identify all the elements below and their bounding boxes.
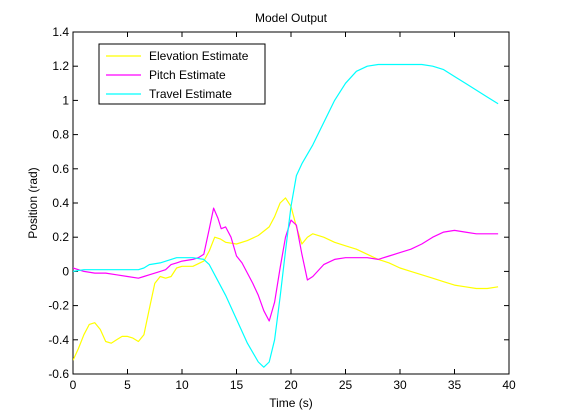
x-tick-label: 20 <box>284 378 298 392</box>
legend-label: Travel Estimate <box>149 87 232 101</box>
y-tick-label: -0.4 <box>48 333 69 347</box>
x-axis-label: Time (s) <box>269 396 313 410</box>
x-tick-label: 15 <box>230 378 244 392</box>
x-tick-label: 0 <box>70 378 77 392</box>
chart-title: Model Output <box>255 11 328 25</box>
y-tick-label: 0.8 <box>52 128 69 142</box>
x-tick-label: 10 <box>175 378 189 392</box>
y-tick-label: 1 <box>62 93 69 107</box>
y-tick-label: 0.6 <box>52 162 69 176</box>
x-tick-label: 30 <box>393 378 407 392</box>
legend-label: Pitch Estimate <box>149 68 226 82</box>
y-tick-label: 0.2 <box>52 230 69 244</box>
y-tick-label: -0.2 <box>48 299 69 313</box>
x-tick-label: 40 <box>502 378 516 392</box>
y-tick-label: 1.4 <box>52 25 69 39</box>
y-tick-label: 0.4 <box>52 196 69 210</box>
x-tick-label: 25 <box>339 378 353 392</box>
legend: Elevation Estimate Pitch Estimate Travel E… <box>99 44 265 104</box>
legend-label: Elevation Estimate <box>149 49 249 63</box>
y-tick-label: 1.2 <box>52 59 69 73</box>
x-tick-label: 35 <box>448 378 462 392</box>
y-axis-label: Position (rad) <box>26 167 40 238</box>
y-tick-label: 0 <box>62 264 69 278</box>
x-tick-label: 5 <box>124 378 131 392</box>
y-tick-label: -0.6 <box>48 367 69 381</box>
